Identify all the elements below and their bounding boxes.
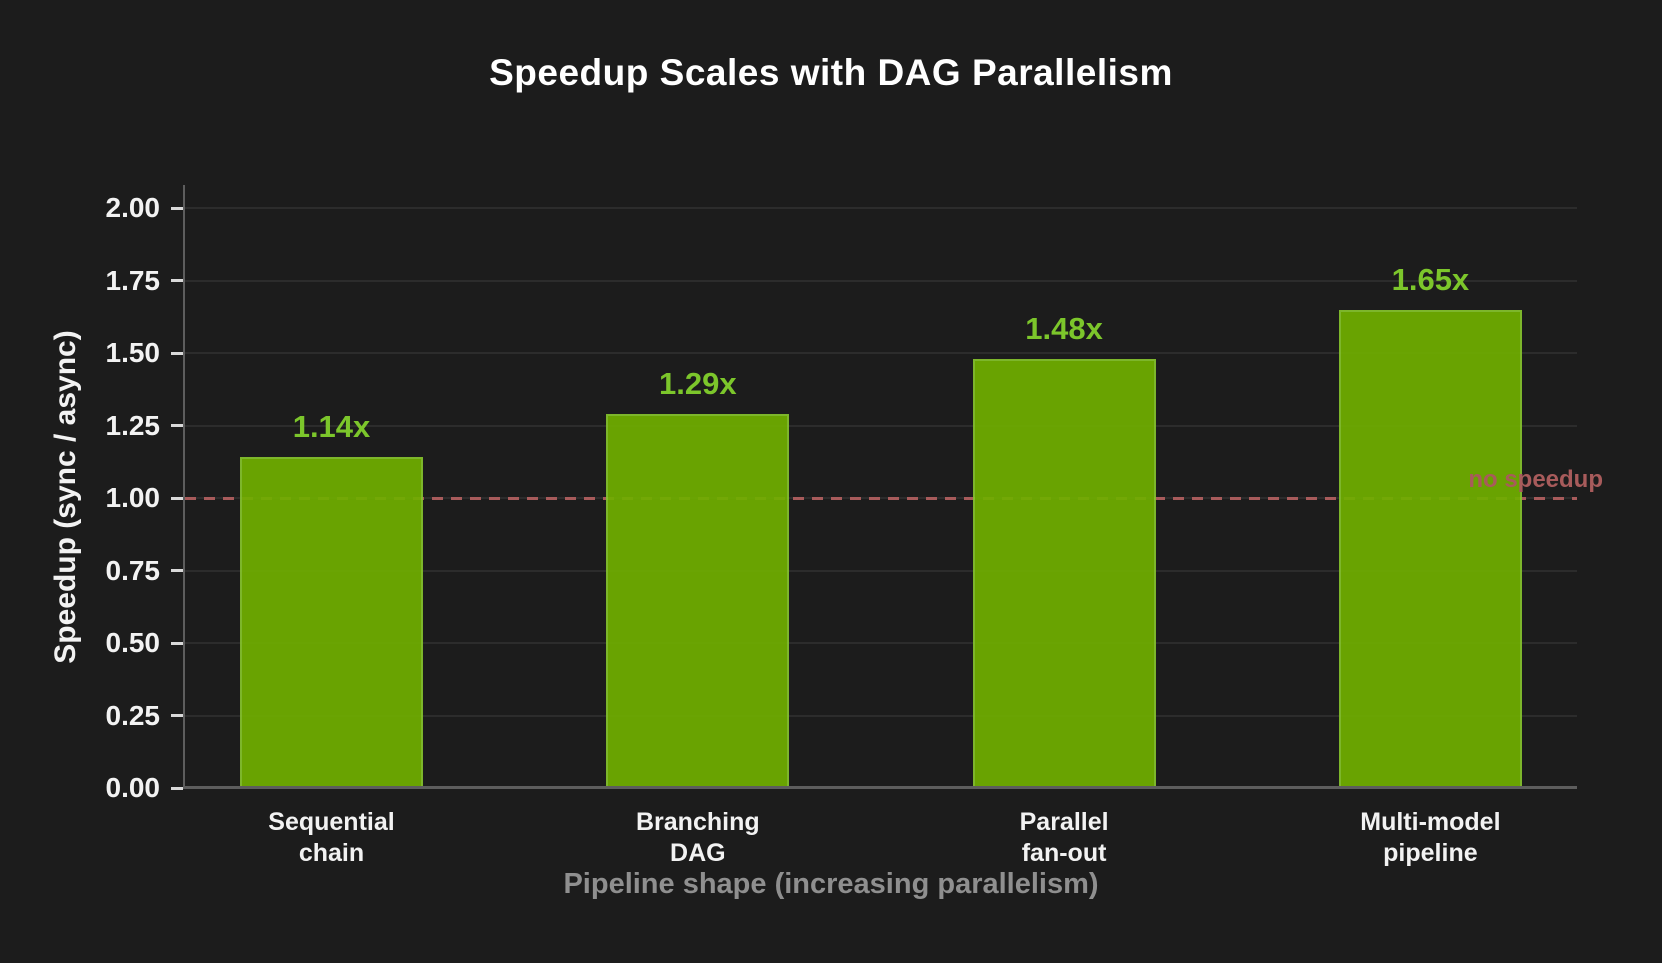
y-tick-mark — [171, 279, 183, 282]
gridline — [185, 424, 1577, 427]
y-tick-label: 2.00 — [105, 192, 161, 223]
chart-title: Speedup Scales with DAG Parallelism — [489, 52, 1173, 93]
gridline — [185, 642, 1577, 644]
y-tick-label: 1.00 — [105, 482, 161, 513]
x-tick-label: Multi-model pipeline — [1360, 808, 1501, 867]
y-tick-label: 1.50 — [105, 337, 161, 368]
bar-4 — [1338, 309, 1522, 788]
y-tick-mark — [171, 424, 183, 427]
y-tick-mark — [171, 714, 183, 717]
y-tick-label: 0.50 — [105, 627, 161, 658]
y-tick-mark — [171, 496, 183, 500]
y-tick-mark — [171, 786, 183, 790]
y-tick-mark — [171, 206, 183, 210]
gridline — [185, 569, 1577, 572]
y-tick-mark — [171, 641, 183, 645]
reference-line-label: no speedup — [1468, 466, 1603, 493]
bar-3 — [972, 358, 1156, 788]
y-tick-mark — [171, 351, 183, 355]
y-tick-mark — [171, 569, 183, 572]
reference-line — [185, 496, 1577, 500]
y-tick-label: 1.75 — [105, 264, 161, 296]
x-tick-label: Branching DAG — [635, 808, 760, 867]
y-axis-spine — [183, 185, 185, 789]
x-axis-label: Pipeline shape (increasing parallelism) — [563, 868, 1099, 900]
gridline — [185, 207, 1577, 209]
bar-2 — [606, 413, 790, 788]
y-tick-label: 0.75 — [105, 554, 161, 586]
bar-value-label: 1.48x — [1025, 310, 1103, 346]
gridline — [185, 279, 1577, 282]
x-axis-spine — [183, 786, 1577, 789]
gridline — [185, 714, 1577, 717]
x-tick-label: Parallel fan-out — [1019, 808, 1109, 867]
bar-value-label: 1.14x — [292, 409, 371, 445]
x-tick-label: Sequential chain — [268, 808, 395, 867]
bar-1 — [240, 457, 423, 788]
plot-area: 1.14x 1.29x 1.48x 1.65x no speedup 0.00 0.25… — [106, 185, 1603, 867]
bar-value-label: 1.29x — [659, 365, 737, 401]
y-tick-label: 0.00 — [105, 772, 161, 803]
y-tick-label: 0.25 — [105, 699, 161, 731]
gridline — [185, 352, 1577, 354]
bar-value-label: 1.65x — [1391, 261, 1470, 297]
y-tick-label: 1.25 — [105, 409, 161, 441]
